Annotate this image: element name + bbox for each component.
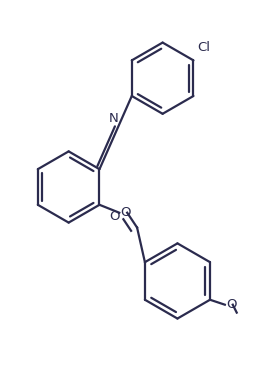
Text: N: N [108,112,118,125]
Text: Cl: Cl [197,41,210,54]
Text: O: O [120,206,131,219]
Text: O: O [226,298,236,311]
Text: O: O [109,210,120,223]
